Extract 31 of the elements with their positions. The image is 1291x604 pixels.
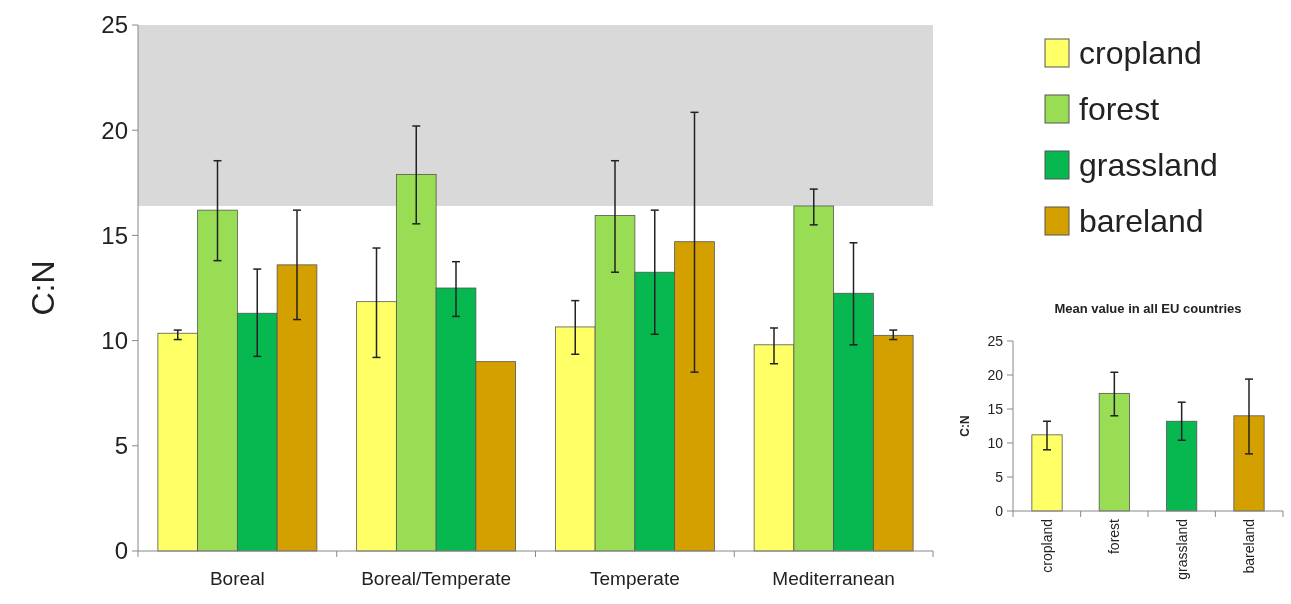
- legend-label: forest: [1079, 91, 1160, 128]
- y-tick-label: 5: [995, 468, 1004, 485]
- y-tick-label: 15: [101, 221, 128, 249]
- y-tick-label: 20: [987, 366, 1004, 383]
- legend-label: bareland: [1079, 203, 1204, 240]
- bar: [1166, 420, 1198, 512]
- y-tick-label: 25: [101, 11, 128, 39]
- x-tick-label: Boreal: [209, 568, 265, 589]
- bar: [1031, 434, 1063, 512]
- x-tick-label: Temperate: [589, 568, 680, 589]
- bar: [1233, 415, 1265, 512]
- y-tick-label: 10: [987, 434, 1004, 451]
- legend-label: cropland: [1079, 35, 1202, 72]
- y-axis-title: C:N: [958, 415, 973, 437]
- x-tick-label: grassland: [1173, 519, 1190, 580]
- bar: [1098, 392, 1130, 512]
- chart-title: Mean value in all EU countries: [1054, 301, 1242, 316]
- x-tick-label: cropland: [1038, 519, 1055, 573]
- x-tick-label: bareland: [1240, 519, 1257, 574]
- y-tick-label: 10: [101, 327, 128, 354]
- y-tick-label: 5: [114, 432, 128, 460]
- x-tick-label: Mediterranean: [772, 568, 895, 589]
- y-axis-title: C:N: [25, 260, 62, 316]
- y-tick-label: 15: [987, 400, 1004, 417]
- y-tick-label: 20: [101, 116, 128, 144]
- y-tick-label: 0: [995, 502, 1004, 519]
- legend-label: grassland: [1079, 147, 1218, 184]
- y-tick-label: 25: [987, 332, 1004, 349]
- y-tick-label: 0: [114, 537, 128, 565]
- x-tick-label: Boreal/Temperate: [361, 568, 512, 589]
- x-tick-label: forest: [1106, 518, 1123, 555]
